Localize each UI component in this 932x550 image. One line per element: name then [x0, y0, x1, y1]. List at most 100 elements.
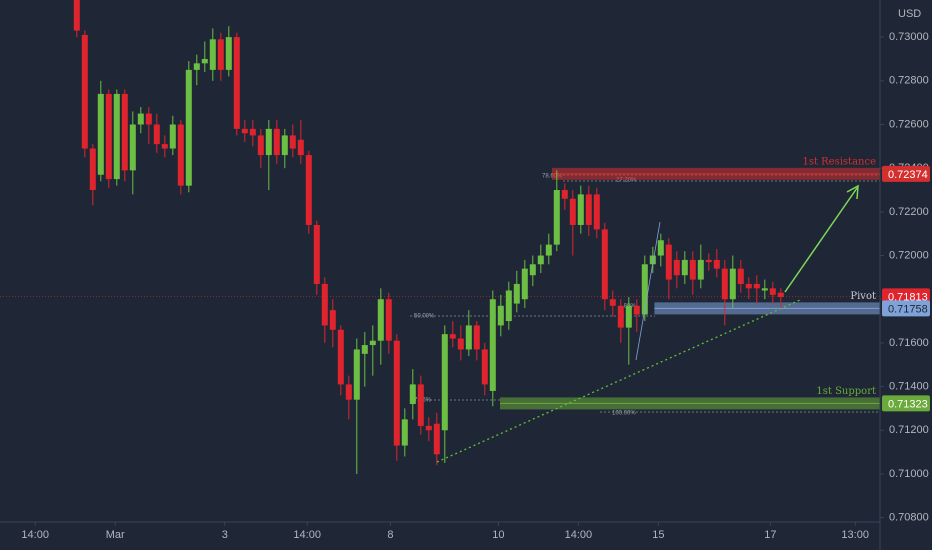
currency-label: USD	[898, 8, 921, 20]
x-tick-label: 10	[492, 529, 504, 541]
candle-body	[161, 144, 168, 149]
candle-body	[489, 299, 496, 391]
level-zones: 1st Resistance Pivot 1st Support	[0, 156, 880, 410]
candle-body	[185, 69, 192, 186]
candle-body	[553, 190, 560, 245]
fib-label: 27.20%	[616, 178, 637, 184]
candle-body	[561, 190, 568, 199]
candle-body	[433, 423, 440, 455]
x-tick-label: 14:00	[293, 529, 321, 541]
candle-body	[273, 128, 280, 156]
x-tick-label: 3	[222, 529, 228, 541]
candle-body	[129, 124, 136, 171]
candles	[73, 0, 784, 474]
candle-body	[681, 259, 688, 276]
candle-body	[585, 194, 592, 225]
level-tag	[882, 395, 930, 412]
candle-body	[745, 283, 752, 289]
axes: 0.730000.728000.726000.724000.722000.720…	[21, 31, 928, 541]
candle-body	[97, 93, 104, 175]
last-price-value: 0.71813	[888, 291, 928, 303]
candle-body	[337, 329, 344, 385]
candle-body	[345, 384, 352, 400]
candle-body	[289, 135, 296, 149]
candle-body	[113, 93, 120, 180]
candle-body	[657, 240, 664, 256]
candle-body	[233, 37, 240, 129]
x-tick-label: Mar	[106, 529, 125, 541]
trend-line	[436, 299, 801, 463]
y-tick-label: 0.71400	[889, 380, 929, 392]
fib-label: 100.00%	[612, 411, 636, 417]
x-tick-label: 15	[652, 529, 664, 541]
x-tick-label: 13:00	[841, 529, 869, 541]
candle-body	[209, 39, 216, 70]
level-value: 0.71323	[888, 398, 928, 410]
candle-body	[609, 299, 616, 306]
level-name: 1st Resistance	[802, 156, 876, 167]
x-tick-label: 14:00	[565, 529, 593, 541]
level-value: 0.71758	[888, 303, 928, 315]
candle-body	[649, 255, 656, 265]
candle-body	[225, 37, 232, 70]
candle-body	[353, 349, 360, 400]
y-tick-label: 0.72200	[889, 206, 929, 218]
candle-body	[721, 268, 728, 300]
y-tick-label: 0.70800	[889, 512, 929, 524]
level-value: 0.72374	[888, 169, 928, 181]
candle-body	[385, 299, 392, 341]
candle-body	[513, 283, 520, 304]
candle-body	[625, 305, 632, 328]
candle-body	[265, 128, 272, 156]
candle-body	[473, 325, 480, 350]
y-tick-label: 0.72000	[889, 249, 929, 261]
candle-body	[281, 135, 288, 156]
x-tick-label: 14:00	[21, 529, 49, 541]
candle-body	[217, 39, 224, 70]
candle-body	[73, 0, 80, 31]
zigzag-line	[635, 221, 661, 361]
candle-body	[425, 425, 432, 431]
candle-body	[777, 292, 784, 298]
candle-body	[177, 124, 184, 186]
candle-body	[121, 93, 128, 171]
fib-label: 50.00%	[414, 314, 435, 320]
y-tick-label: 0.72800	[889, 75, 929, 87]
candle-body	[321, 283, 328, 326]
candle-body	[465, 325, 472, 350]
y-tick-label: 0.71200	[889, 424, 929, 436]
y-tick-label: 0.71000	[889, 468, 929, 480]
candle-body	[577, 194, 584, 225]
candle-body	[497, 305, 504, 326]
candle-body	[89, 148, 96, 191]
candle-body	[193, 63, 200, 70]
x-tick-label: 17	[764, 529, 776, 541]
candle-body	[481, 349, 488, 385]
candle-body	[417, 384, 424, 426]
y-tick-label: 0.73000	[889, 31, 929, 43]
projection-arrow	[784, 187, 858, 293]
candle-body	[545, 244, 552, 256]
candle-body	[241, 128, 248, 134]
candle-body	[313, 224, 320, 284]
candle-body	[361, 345, 368, 354]
candle-body	[105, 93, 112, 180]
candle-body	[401, 419, 408, 446]
candle-body	[537, 255, 544, 265]
candle-body	[249, 128, 256, 136]
candle-body	[761, 288, 768, 291]
candle-body	[297, 139, 304, 156]
candle-body	[153, 124, 160, 145]
candle-body	[641, 264, 648, 315]
last-price-tag	[882, 288, 930, 305]
y-tick-label: 0.71600	[889, 337, 929, 349]
candle-body	[665, 244, 672, 280]
candle-body	[145, 113, 152, 125]
candle-body	[377, 299, 384, 341]
level-tag	[882, 300, 930, 317]
candle-body	[601, 229, 608, 300]
candle-body	[697, 259, 704, 280]
